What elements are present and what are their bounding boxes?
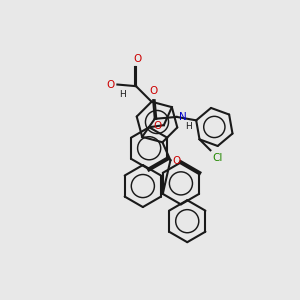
Text: H: H [185, 122, 191, 131]
Text: O: O [154, 121, 162, 131]
Text: O: O [133, 55, 141, 64]
Text: O: O [172, 156, 181, 166]
Text: H: H [119, 89, 126, 98]
Text: N: N [179, 112, 186, 122]
Text: O: O [149, 86, 157, 96]
Text: O: O [106, 80, 114, 89]
Text: Cl: Cl [212, 153, 223, 163]
